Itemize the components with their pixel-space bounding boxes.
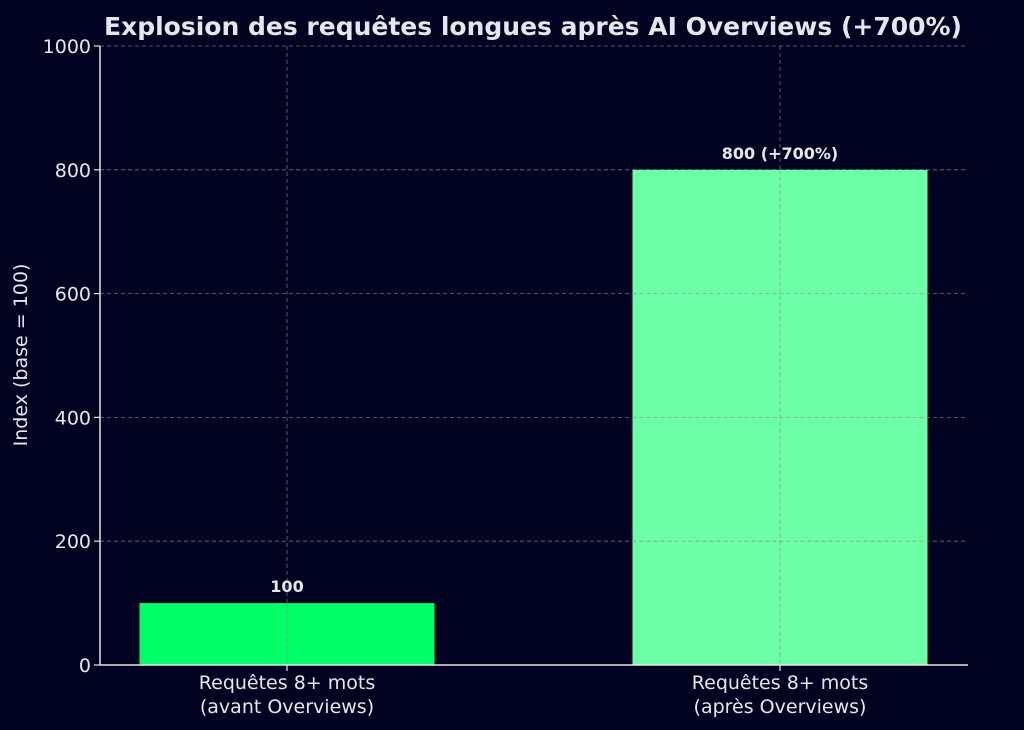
y-tick-label: 1000 (43, 36, 91, 58)
y-tick-label: 800 (55, 160, 91, 182)
x-ticks: Requêtes 8+ mots(avant Overviews)Requête… (199, 665, 868, 718)
bar-value-label: 100 (270, 577, 303, 596)
y-tick-label: 200 (55, 531, 91, 553)
bars (139, 169, 928, 666)
data-labels: 100 800 (+700%) (270, 144, 838, 596)
x-category-label: Requêtes 8+ mots (692, 672, 868, 694)
x-category-label: (après Overviews) (694, 696, 867, 718)
y-ticks: 0 200 400 600 800 1000 (43, 36, 100, 677)
axes (99, 46, 968, 666)
chart-title: Explosion des requêtes longues après AI … (104, 12, 962, 41)
y-tick-label: 0 (79, 655, 91, 677)
y-axis-label: Index (base = 100) (10, 264, 32, 447)
y-tick-label: 400 (55, 407, 91, 429)
bar-value-label: 800 (+700%) (722, 144, 838, 163)
x-category-label: Requêtes 8+ mots (199, 672, 375, 694)
y-tick-label: 600 (55, 284, 91, 306)
x-category-label: (avant Overviews) (200, 696, 374, 718)
